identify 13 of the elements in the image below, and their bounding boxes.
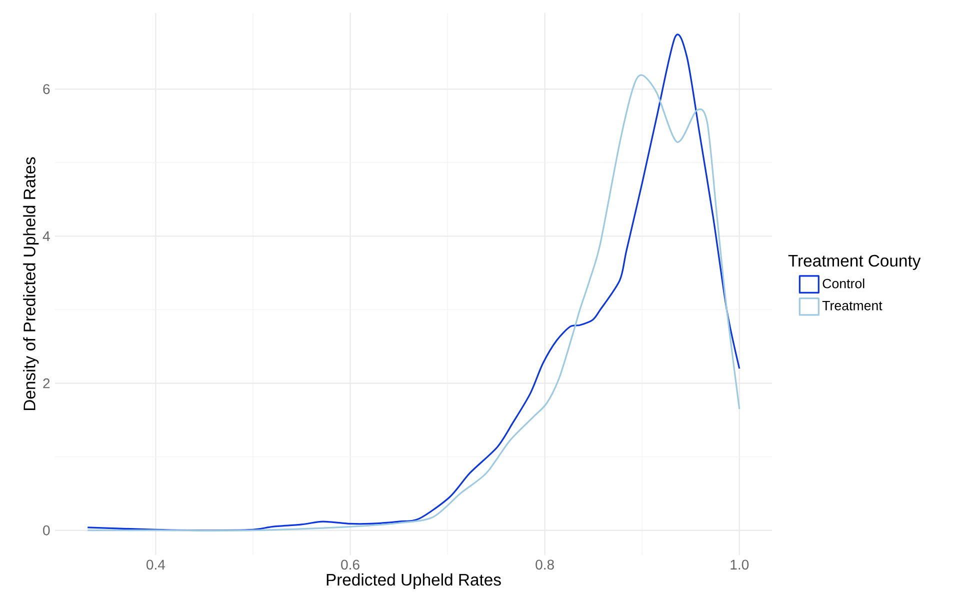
y-tick-label: 0 [43, 525, 50, 536]
x-tick-label: 1.0 [730, 560, 749, 570]
x-tick-label: 0.4 [146, 560, 166, 570]
legend-label: Control [822, 278, 864, 288]
x-tick-label: 0.8 [536, 560, 554, 570]
y-tick-label: 6 [43, 84, 50, 94]
y-tick-label: 4 [42, 231, 50, 241]
y-tick-label: 2 [43, 378, 50, 388]
x-axis-title: Predicted Upheld Rates [326, 573, 501, 589]
x-tick-label: 0.6 [341, 560, 360, 570]
legend-label: Treatment [822, 301, 882, 310]
legend-title: Treatment County [788, 254, 921, 270]
y-axis-title: Density of Predicted Upheld Rates [23, 157, 39, 410]
